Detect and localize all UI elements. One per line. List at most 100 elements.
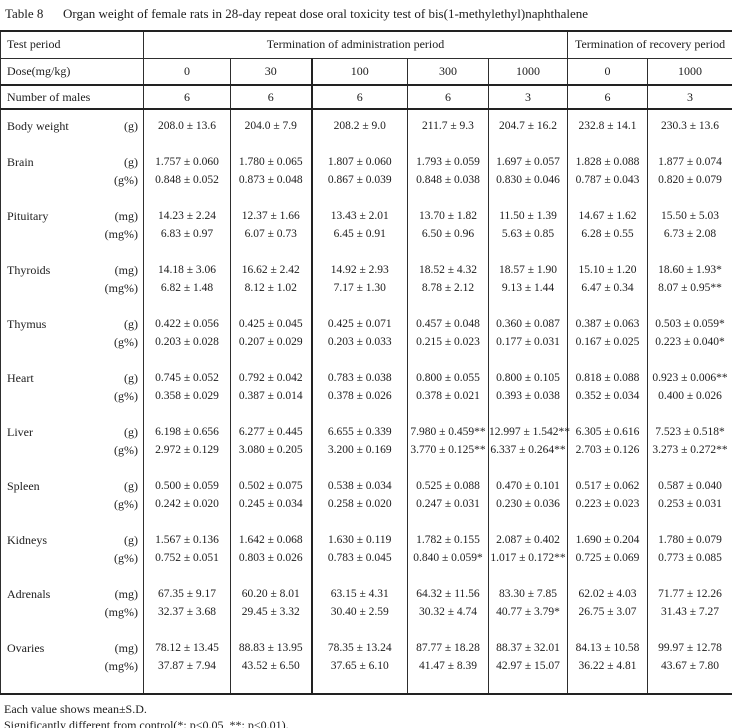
- value-text: 3.080 ± 0.205: [238, 444, 303, 456]
- footnote-significance: Significantly different from control(*: …: [4, 718, 289, 728]
- value-cell: 211.7 ± 9.3: [407, 109, 489, 153]
- organ-row-liver: Liver (g) (g%) 6.198 ± 0.656 2.972 ± 0.129 6…: [0, 423, 732, 477]
- value-text: 0.207 ± 0.029: [238, 336, 303, 348]
- value-text: 18.60 ± 1.93*: [658, 264, 722, 276]
- value-text: 8.78 ± 2.12: [421, 282, 475, 294]
- value-text: 13.43 ± 2.01: [330, 210, 389, 222]
- value-text: 7.980 ± 0.459**: [410, 426, 486, 438]
- value-cell: 6.277 ± 0.445 3.080 ± 0.205: [230, 423, 313, 477]
- value-text: 0.223 ± 0.023: [575, 498, 640, 510]
- value-cell: 99.97 ± 12.78 43.67 ± 7.80: [648, 639, 732, 694]
- value-text: 43.52 ± 6.50: [241, 660, 300, 672]
- value-cell: 63.15 ± 4.31 30.40 ± 2.59: [311, 585, 408, 639]
- value-text: 0.378 ± 0.021: [416, 390, 480, 402]
- value-text: 60.20 ± 8.01: [241, 588, 300, 600]
- value-cell: 0.422 ± 0.056 0.203 ± 0.028: [143, 315, 231, 369]
- value-text: 83.30 ± 7.85: [498, 588, 558, 600]
- organ-name: [7, 225, 10, 243]
- value-text: 0.830 ± 0.046: [496, 174, 560, 186]
- organ-name: Ovaries: [7, 641, 45, 655]
- unit-label: (g%): [114, 551, 138, 565]
- value-cell: 1.630 ± 0.119 0.783 ± 0.045: [311, 531, 408, 585]
- value-cell: 0.425 ± 0.071 0.203 ± 0.033: [311, 315, 408, 369]
- value-cell: 14.67 ± 1.62 6.28 ± 0.55: [567, 207, 649, 261]
- value-text: 78.12 ± 13.45: [155, 642, 219, 654]
- value-text: 0.517 ± 0.062: [575, 480, 640, 492]
- value-text: 0.525 ± 0.088: [416, 480, 480, 492]
- value-text: 1.780 ± 0.079: [658, 534, 722, 546]
- value-cell: 0.517 ± 0.062 0.223 ± 0.023: [567, 477, 649, 531]
- value-text: 0.245 ± 0.034: [238, 498, 303, 510]
- value-text: 0.873 ± 0.048: [238, 174, 303, 186]
- value-cell: 204.0 ± 7.9: [230, 109, 313, 153]
- value-text: 0.848 ± 0.038: [416, 174, 480, 186]
- value-cell: 1.793 ± 0.059 0.848 ± 0.038: [407, 153, 489, 207]
- value-text: 0.803 ± 0.026: [238, 552, 303, 564]
- value-text: 11.50 ± 1.39: [499, 210, 557, 222]
- value-text: 0.500 ± 0.059: [155, 480, 219, 492]
- organ-name: Liver: [7, 425, 33, 439]
- value-text: 0.177 ± 0.031: [496, 336, 560, 348]
- table-body: Body weight (g) 208.0 ± 13.6 204.0 ± 7.9 208…: [0, 109, 732, 694]
- value-text: 26.75 ± 3.07: [578, 606, 637, 618]
- value-text: 0.745 ± 0.052: [155, 372, 219, 384]
- value-text: 18.52 ± 4.32: [418, 264, 478, 276]
- value-text: 0.167 ± 0.025: [575, 336, 640, 348]
- organ-name: [7, 603, 10, 621]
- footnotes: Each value shows mean±S.D. Significantly…: [0, 701, 732, 728]
- value-text: 0.230 ± 0.036: [496, 498, 560, 510]
- value-cell: 11.50 ± 1.39 5.63 ± 0.85: [488, 207, 569, 261]
- organ-label-cell: Heart (g) (g%): [0, 369, 144, 423]
- unit-label: (mg%): [104, 281, 138, 295]
- organ-label-cell: Brain (g) (g%): [0, 153, 144, 207]
- value-text: 8.07 ± 0.95**: [658, 282, 722, 294]
- value-cell: 1.828 ± 0.088 0.787 ± 0.043: [567, 153, 649, 207]
- value-cell: 87.77 ± 18.28 41.47 ± 8.39: [407, 639, 489, 694]
- value-text: 8.12 ± 1.02: [244, 282, 297, 294]
- value-text: 1.642 ± 0.068: [238, 534, 303, 546]
- value-cell: 6.655 ± 0.339 3.200 ± 0.169: [311, 423, 408, 477]
- value-text: 14.67 ± 1.62: [578, 210, 637, 222]
- value-text: 6.07 ± 0.73: [244, 228, 297, 240]
- value-cell: 7.980 ± 0.459** 3.770 ± 0.125**: [407, 423, 489, 477]
- value-text: 0.360 ± 0.087: [496, 318, 560, 330]
- organ-name: Adrenals: [7, 587, 51, 601]
- number-of-males-value: 6: [230, 85, 313, 110]
- dose-value: 1000: [488, 58, 569, 86]
- value-text: 1.877 ± 0.074: [658, 156, 722, 168]
- value-cell: 67.35 ± 9.17 32.37 ± 3.68: [143, 585, 231, 639]
- value-cell: 78.35 ± 13.24 37.65 ± 6.10: [311, 639, 408, 694]
- organ-name: Thymus: [7, 317, 47, 331]
- value-text: 99.97 ± 12.78: [658, 642, 722, 654]
- unit-label: (g%): [114, 443, 138, 457]
- header-row-test-period: Test period Termination of administratio…: [0, 31, 732, 59]
- value-cell: 6.198 ± 0.656 2.972 ± 0.129: [143, 423, 231, 477]
- value-text: 0.783 ± 0.038: [327, 372, 392, 384]
- value-cell: 232.8 ± 14.1: [567, 109, 649, 153]
- value-cell: 64.32 ± 11.56 30.32 ± 4.74: [407, 585, 489, 639]
- value-text: 0.352 ± 0.034: [575, 390, 640, 402]
- value-text: 0.425 ± 0.071: [327, 318, 392, 330]
- value-text: 1.807 ± 0.060: [327, 156, 392, 168]
- value-text: 0.258 ± 0.020: [327, 498, 392, 510]
- value-text: 0.215 ± 0.023: [416, 336, 480, 348]
- organ-name: [7, 387, 10, 405]
- unit-label: (mg): [114, 641, 138, 655]
- value-text: 0.378 ± 0.026: [327, 390, 392, 402]
- organ-name: [7, 441, 10, 459]
- value-text: 0.923 ± 0.006**: [652, 372, 728, 384]
- value-cell: 0.538 ± 0.034 0.258 ± 0.020: [311, 477, 408, 531]
- unit-label: (g%): [114, 173, 138, 187]
- value-cell: 88.37 ± 32.01 42.97 ± 15.07: [488, 639, 569, 694]
- number-of-males-value: 3: [647, 85, 732, 110]
- value-text: 0.538 ± 0.034: [327, 480, 392, 492]
- organ-row-heart: Heart (g) (g%) 0.745 ± 0.052 0.358 ± 0.029 0…: [0, 369, 732, 423]
- value-text: 6.73 ± 2.08: [663, 228, 717, 240]
- value-cell: 18.52 ± 4.32 8.78 ± 2.12: [407, 261, 489, 315]
- unit-label: (g): [124, 155, 138, 169]
- dose-value: 0: [567, 58, 649, 86]
- value-text: 0.422 ± 0.056: [155, 318, 219, 330]
- value-cell: 13.43 ± 2.01 6.45 ± 0.91: [311, 207, 408, 261]
- value-text: 1.697 ± 0.057: [496, 156, 560, 168]
